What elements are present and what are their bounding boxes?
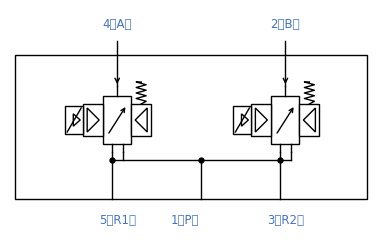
Text: 5（R1）: 5（R1） — [99, 214, 136, 227]
Text: 2（B）: 2（B） — [271, 18, 300, 30]
Bar — [131, 104, 151, 136]
Bar — [233, 106, 251, 134]
Bar — [103, 96, 131, 144]
Polygon shape — [304, 108, 315, 132]
Polygon shape — [242, 114, 248, 126]
Polygon shape — [256, 108, 267, 132]
Polygon shape — [135, 108, 147, 132]
Polygon shape — [73, 114, 80, 126]
Polygon shape — [87, 108, 99, 132]
Text: 4（A）: 4（A） — [102, 18, 132, 30]
Bar — [299, 104, 319, 136]
Bar — [65, 106, 83, 134]
Text: 3（R2）: 3（R2） — [267, 214, 304, 227]
Bar — [83, 104, 103, 136]
Bar — [15, 55, 367, 199]
Text: 1（P）: 1（P） — [171, 214, 200, 227]
Bar — [271, 96, 299, 144]
Bar — [251, 104, 271, 136]
